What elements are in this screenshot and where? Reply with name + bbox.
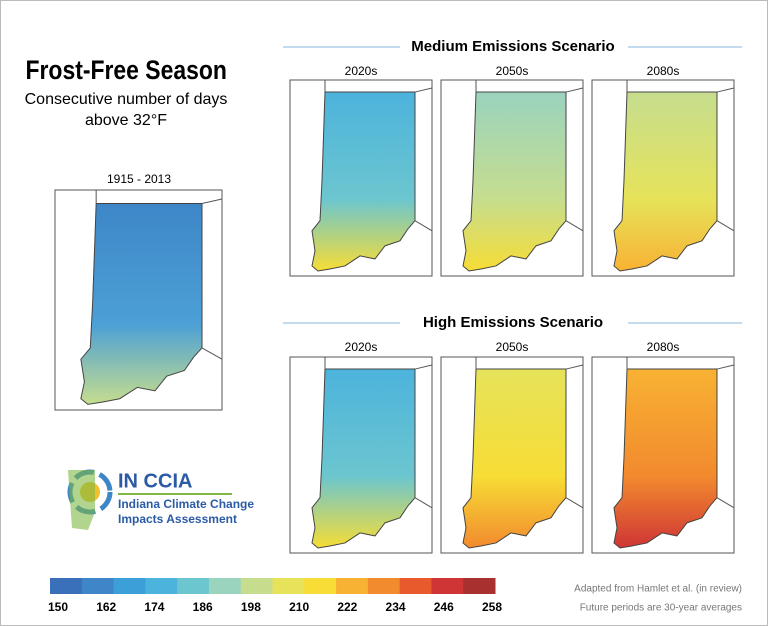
state-shape	[81, 204, 202, 405]
colorbar-cell	[463, 578, 496, 594]
scenario-title: Medium Emissions Scenario	[411, 38, 614, 55]
colorbar-tick-label: 246	[434, 600, 454, 614]
border-line	[627, 357, 734, 508]
subtitle: above 32°F	[85, 112, 167, 129]
state-shape	[614, 92, 717, 271]
colorbar-tick-label: 150	[48, 600, 68, 614]
colorbar-tick-label: 222	[337, 600, 357, 614]
logo-text: Indiana Climate Change	[118, 497, 254, 511]
map	[290, 80, 432, 276]
map	[441, 357, 583, 553]
colorbar-cell	[272, 578, 305, 594]
state-shape	[463, 92, 566, 271]
map	[592, 80, 734, 276]
map	[592, 357, 734, 553]
map	[290, 357, 432, 553]
state-shape	[463, 369, 566, 548]
map	[55, 190, 222, 410]
colorbar-cell	[336, 578, 369, 594]
logo: IN CCIA Indiana Climate Change Impacts A…	[67, 469, 254, 530]
border-line	[476, 357, 583, 508]
period-label: 2050s	[496, 64, 529, 78]
logo-text: Impacts Assessment	[118, 512, 237, 526]
period-label: 2020s	[345, 64, 378, 78]
colorbar-cell	[304, 578, 337, 594]
colorbar-tick-label: 186	[193, 600, 213, 614]
colorbar-cell	[367, 578, 401, 594]
colorbar-cell	[399, 578, 432, 594]
title: Frost-Free Season	[26, 55, 227, 85]
colorbar-cell	[208, 578, 242, 594]
colorbar-tick-label: 162	[96, 600, 116, 614]
period-label: 2020s	[345, 340, 378, 354]
colorbar-tick-label: 210	[289, 600, 309, 614]
colorbar-cell	[177, 578, 210, 594]
colorbar-cell	[81, 578, 115, 594]
border-line	[476, 80, 583, 231]
colorbar-cell	[240, 578, 273, 594]
colorbar-cell	[113, 578, 146, 594]
scenario-title: High Emissions Scenario	[423, 314, 603, 331]
credit: Future periods are 30-year averages	[580, 603, 742, 614]
border-line	[627, 80, 734, 231]
border-line	[325, 357, 432, 508]
period-label: 1915 - 2013	[107, 172, 171, 186]
border-line	[325, 80, 432, 231]
map	[441, 80, 583, 276]
period-label: 2080s	[647, 64, 680, 78]
state-shape	[312, 369, 415, 548]
period-label: 2050s	[496, 340, 529, 354]
colorbar-tick-label: 174	[144, 600, 164, 614]
border-line	[96, 190, 222, 359]
credit: Adapted from Hamlet et al. (in review)	[574, 584, 742, 595]
colorbar-cell	[431, 578, 464, 594]
period-label: 2080s	[647, 340, 680, 354]
colorbar-tick-label: 198	[241, 600, 261, 614]
state-shape	[614, 369, 717, 548]
subtitle: Consecutive number of days	[25, 91, 228, 108]
colorbar-cell	[50, 578, 83, 594]
colorbar-tick-label: 258	[482, 600, 502, 614]
colorbar-cell	[145, 578, 178, 594]
colorbar-tick-label: 234	[386, 600, 406, 614]
state-shape	[312, 92, 415, 271]
logo-name: IN CCIA	[118, 470, 192, 492]
